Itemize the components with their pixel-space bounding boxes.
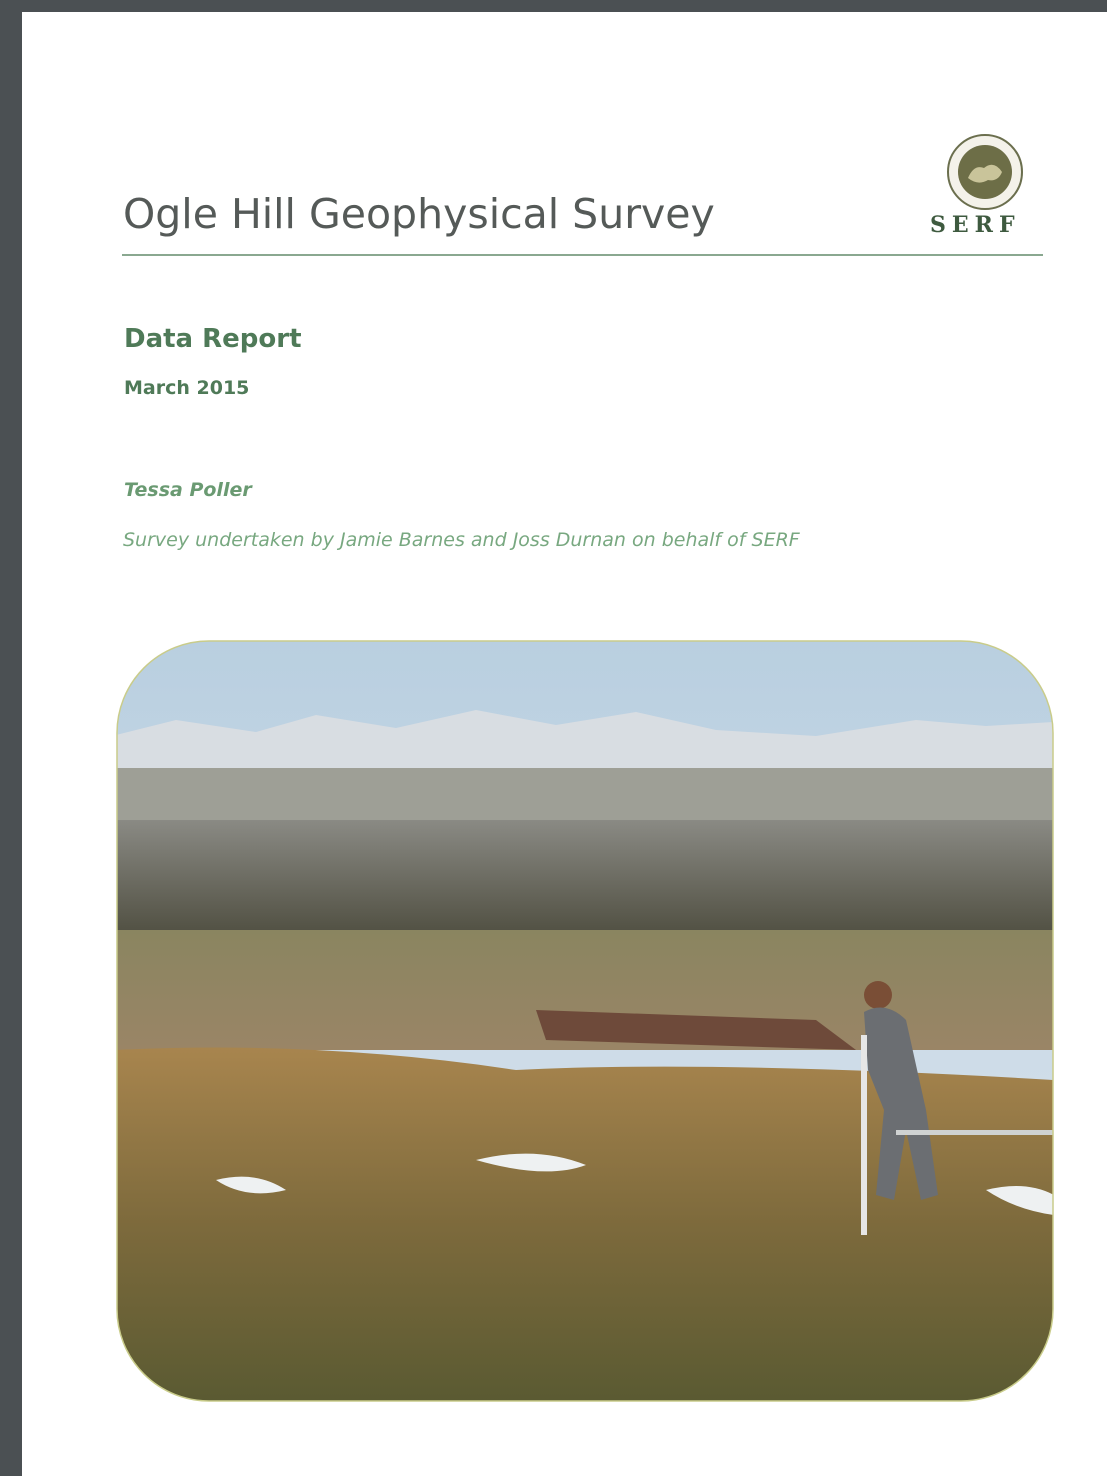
logo-text: SERF — [930, 212, 1021, 238]
title: Ogle Hill Geophysical Survey — [123, 190, 715, 238]
date: March 2015 — [124, 377, 249, 399]
subtitle: Data Report — [124, 324, 302, 354]
credit: Survey undertaken by Jamie Barnes and Jo… — [123, 529, 800, 551]
title-rule — [122, 254, 1043, 256]
author: Tessa Poller — [124, 479, 252, 501]
document-page: Ogle Hill Geophysical Survey SERF Data R… — [22, 12, 1107, 1476]
logo — [932, 132, 1038, 212]
cover-photo — [116, 640, 1054, 1402]
screen: Ogle Hill Geophysical Survey SERF Data R… — [0, 0, 1107, 1476]
